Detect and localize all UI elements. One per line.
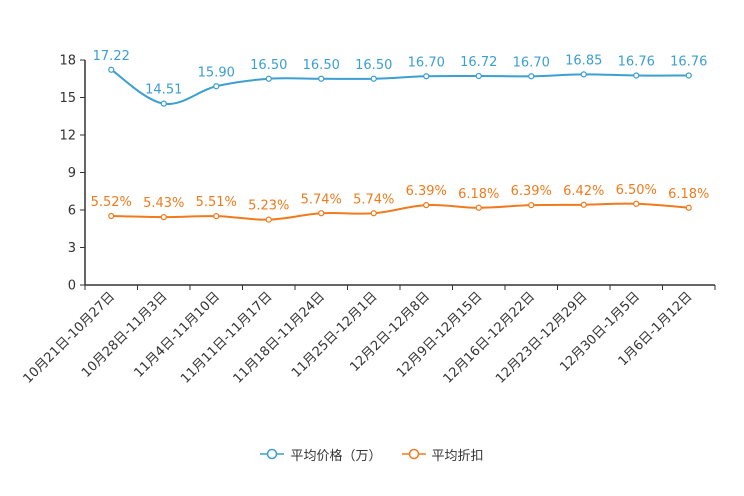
x-tick-label: 10月21日-10月27日 bbox=[21, 289, 118, 386]
x-tick-label: 11月18日-11月24日 bbox=[231, 289, 328, 386]
data-point[interactable] bbox=[108, 66, 115, 73]
data-point[interactable] bbox=[580, 201, 587, 208]
data-label: 6.39% bbox=[406, 184, 447, 199]
data-label: 16.85 bbox=[565, 53, 602, 68]
data-label: 17.22 bbox=[93, 49, 130, 64]
data-label: 16.70 bbox=[408, 55, 445, 70]
y-tick-label: 18 bbox=[59, 54, 76, 69]
data-point[interactable] bbox=[265, 75, 272, 82]
y-tick-label: 9 bbox=[68, 166, 76, 181]
legend-discount-label: 平均折扣 bbox=[431, 448, 484, 464]
x-tick-label: 12月16日-12月22日 bbox=[441, 289, 538, 386]
data-label: 15.90 bbox=[198, 65, 235, 80]
data-label: 5.74% bbox=[301, 192, 342, 207]
legend-discount-line-icon bbox=[401, 448, 426, 460]
y-tick-label: 0 bbox=[68, 279, 76, 294]
data-point[interactable] bbox=[475, 204, 482, 211]
y-tick-label: 6 bbox=[68, 204, 76, 219]
data-label: 16.50 bbox=[355, 58, 392, 73]
data-label: 5.43% bbox=[143, 196, 184, 211]
data-label: 6.50% bbox=[616, 183, 657, 198]
x-axis: 10月21日-10月27日10月28日-11月3日11月4日-11月10日11月… bbox=[21, 284, 716, 387]
data-label: 5.23% bbox=[248, 199, 289, 214]
data-label: 16.72 bbox=[460, 55, 497, 70]
legend-item-price[interactable]: 平均价格（万） bbox=[260, 445, 382, 464]
data-label: 6.18% bbox=[458, 187, 499, 202]
data-point[interactable] bbox=[213, 83, 220, 90]
data-point[interactable] bbox=[475, 72, 482, 80]
data-point[interactable] bbox=[160, 100, 167, 107]
legend-price-label: 平均价格（万） bbox=[290, 448, 382, 464]
data-label: 16.76 bbox=[670, 55, 707, 70]
data-point[interactable] bbox=[160, 214, 167, 221]
y-tick-label: 15 bbox=[59, 91, 76, 106]
data-label: 16.50 bbox=[303, 58, 340, 73]
legend: 平均价格（万） 平均折扣 bbox=[0, 444, 744, 464]
y-tick-label: 12 bbox=[59, 129, 76, 144]
data-label: 6.42% bbox=[563, 184, 604, 199]
series-line bbox=[111, 202, 689, 221]
data-point[interactable] bbox=[318, 210, 325, 217]
data-point[interactable] bbox=[265, 216, 272, 223]
data-label: 5.51% bbox=[196, 195, 237, 210]
data-point[interactable] bbox=[528, 202, 535, 209]
series-1: 5.52% 5.43% 5.51% 5.23% 5.74% 5.74% 6.39% 6.18%… bbox=[91, 183, 709, 223]
data-label: 5.74% bbox=[353, 192, 394, 207]
series-0: 17.22 14.51 15.90 16.50 16.50 16.50 16.70 16.72… bbox=[93, 49, 707, 107]
data-point[interactable] bbox=[423, 202, 430, 209]
x-tick-label: 12月23日-12月29日 bbox=[493, 289, 590, 386]
data-label: 14.51 bbox=[145, 83, 182, 98]
data-point[interactable] bbox=[685, 204, 692, 211]
data-point[interactable] bbox=[318, 75, 325, 82]
data-label: 16.76 bbox=[618, 55, 655, 70]
data-point[interactable] bbox=[370, 75, 377, 82]
x-tick-label: 11月11日-11月17日 bbox=[178, 289, 275, 386]
y-tick-label: 3 bbox=[68, 241, 76, 256]
data-label: 16.50 bbox=[250, 58, 287, 73]
data-point[interactable] bbox=[685, 72, 692, 79]
data-point[interactable] bbox=[633, 72, 640, 79]
data-label: 5.52% bbox=[91, 195, 132, 210]
data-point[interactable] bbox=[633, 200, 640, 207]
data-label: 16.70 bbox=[513, 55, 550, 70]
data-point[interactable] bbox=[108, 212, 115, 220]
data-point[interactable] bbox=[580, 71, 587, 78]
data-label: 6.18% bbox=[668, 187, 709, 202]
series-layer: 17.22 14.51 15.90 16.50 16.50 16.50 16.70 16.72… bbox=[91, 49, 709, 223]
legend-item-discount[interactable]: 平均折扣 bbox=[401, 445, 484, 464]
data-label: 6.39% bbox=[511, 184, 552, 199]
data-point[interactable] bbox=[370, 210, 377, 217]
data-point[interactable] bbox=[213, 213, 220, 220]
y-axis: 0 3 6 9 12 15 18 bbox=[59, 54, 86, 294]
data-point[interactable] bbox=[528, 73, 535, 80]
data-point[interactable] bbox=[423, 73, 430, 80]
line-chart: 0 3 6 9 12 15 18 10月21日-10月27日10月28日-11月3日11月4… bbox=[21, 49, 716, 387]
series-line bbox=[110, 68, 689, 105]
legend-price-line-icon bbox=[260, 448, 285, 460]
